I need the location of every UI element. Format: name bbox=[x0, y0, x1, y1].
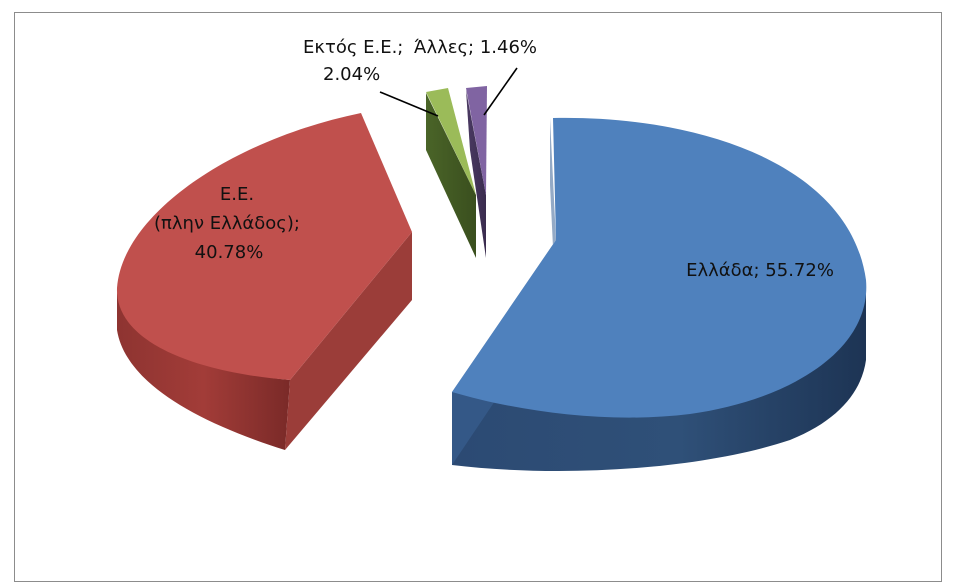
label-other: Άλλες; 1.46% bbox=[414, 37, 537, 58]
slice-eu-top bbox=[116, 113, 412, 380]
slice-eu-inner-wall bbox=[285, 232, 412, 450]
slice-outside-eu bbox=[426, 88, 476, 258]
label-eu-line2: (πλην Ελλάδος); bbox=[154, 213, 300, 234]
slice-greece bbox=[452, 117, 867, 472]
slice-other-side bbox=[466, 90, 486, 258]
leader-line-other bbox=[483, 67, 518, 116]
leader-line-outside-eu bbox=[379, 91, 439, 117]
label-outside-eu-line1: Εκτός Ε.Ε.; bbox=[303, 37, 403, 58]
slice-outside-eu-side bbox=[426, 93, 476, 258]
slice-greece-top bbox=[452, 117, 867, 418]
label-eu-line3: 40.78% bbox=[195, 242, 264, 263]
label-greece: Ελλάδα; 55.72% bbox=[686, 260, 834, 281]
slice-other-top bbox=[466, 86, 487, 195]
slice-outside-eu-top bbox=[426, 88, 476, 195]
slice-other bbox=[466, 86, 487, 258]
slice-eu-side bbox=[117, 290, 290, 450]
slice-eu bbox=[116, 113, 412, 450]
slice-greece-side bbox=[452, 290, 866, 472]
label-eu-line1: Ε.Ε. bbox=[220, 184, 254, 205]
label-outside-eu-line2: 2.04% bbox=[323, 64, 380, 85]
